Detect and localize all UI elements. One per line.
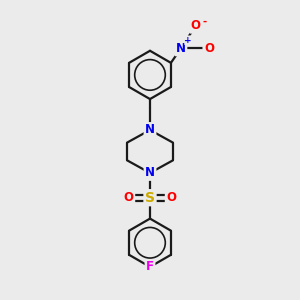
- Text: F: F: [146, 260, 154, 273]
- Text: O: O: [166, 191, 176, 204]
- Text: N: N: [145, 124, 155, 136]
- Text: -: -: [203, 16, 207, 26]
- Text: O: O: [204, 42, 214, 55]
- Text: S: S: [145, 191, 155, 205]
- Text: O: O: [124, 191, 134, 204]
- Text: O: O: [190, 19, 201, 32]
- Text: +: +: [184, 36, 192, 45]
- Text: N: N: [145, 167, 155, 179]
- Text: N: N: [176, 42, 186, 55]
